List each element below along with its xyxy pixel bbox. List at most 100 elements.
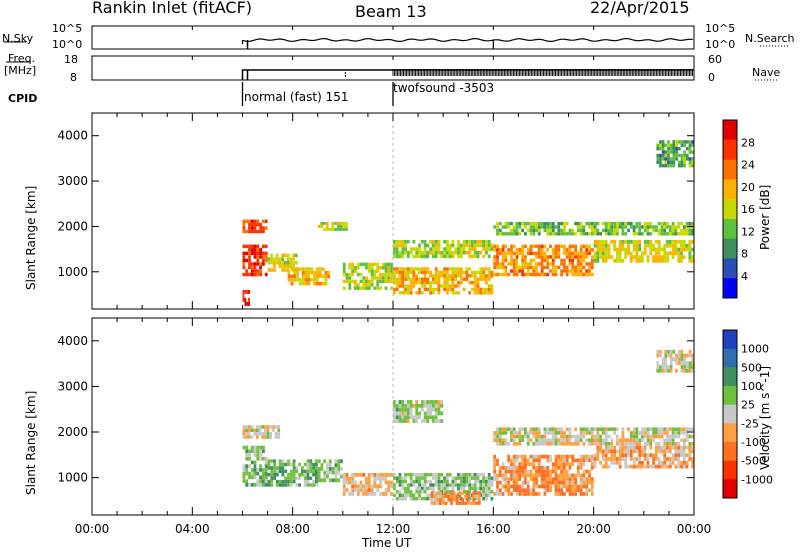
data-cell	[409, 403, 413, 408]
data-cell	[462, 243, 466, 248]
data-cell	[253, 468, 257, 472]
data-cell	[498, 232, 502, 236]
data-cell	[387, 488, 391, 492]
data-cell	[248, 289, 250, 294]
data-cell	[273, 257, 276, 261]
data-cell	[557, 454, 561, 459]
data-cell	[510, 473, 513, 478]
data-cell	[557, 477, 561, 481]
data-cell	[616, 449, 619, 454]
data-cell	[565, 442, 569, 446]
data-cell	[259, 223, 262, 227]
data-cell	[482, 274, 485, 278]
data-cell	[537, 248, 541, 252]
data-cell	[604, 464, 608, 469]
data-cell	[395, 415, 399, 420]
data-cell	[560, 473, 563, 478]
data-cell	[565, 477, 569, 481]
data-cell	[309, 462, 313, 467]
data-cell	[588, 473, 591, 478]
data-cell	[602, 221, 605, 226]
data-cell	[501, 232, 505, 236]
data-cell	[521, 462, 524, 466]
data-cell	[292, 253, 295, 258]
data-cell	[270, 253, 273, 258]
data-cell	[638, 243, 642, 248]
data-cell	[526, 265, 530, 270]
data-cell	[487, 243, 491, 248]
data-cell	[621, 243, 625, 248]
data-cell	[638, 460, 642, 465]
data-cell	[568, 466, 572, 470]
data-cell	[454, 247, 458, 251]
data-cell	[328, 227, 332, 231]
data-cell	[462, 486, 466, 491]
data-cell	[339, 221, 343, 225]
data-cell	[524, 431, 527, 435]
data-cell	[476, 277, 480, 281]
data-cell	[248, 219, 251, 223]
data-cell	[304, 281, 308, 286]
data-cell	[409, 483, 413, 487]
data-cell	[321, 274, 325, 279]
data-cell	[512, 484, 516, 489]
data-cell	[423, 415, 427, 420]
data-cell	[535, 431, 538, 435]
data-cell	[512, 473, 516, 478]
data-cell	[259, 229, 262, 234]
data-cell	[420, 407, 424, 412]
data-cell	[418, 270, 421, 275]
data-cell	[395, 280, 399, 285]
data-cell	[604, 445, 608, 450]
data-cell	[459, 473, 463, 477]
colorbar-tick-label: 24	[741, 159, 755, 172]
data-cell	[682, 445, 686, 450]
data-cell	[549, 431, 552, 435]
data-cell	[469, 501, 473, 505]
data-cell	[632, 228, 636, 233]
data-cell	[437, 473, 441, 477]
data-cell	[293, 274, 297, 279]
data-cell	[565, 272, 569, 277]
data-cell	[443, 280, 446, 285]
data-cell	[348, 286, 352, 290]
data-cell	[551, 438, 555, 442]
data-cell	[459, 267, 463, 271]
colorbar-tick-label: 12	[741, 225, 755, 238]
data-cell	[278, 483, 282, 487]
data-cell	[482, 240, 485, 244]
data-cell	[613, 240, 616, 244]
data-cell	[274, 432, 278, 436]
data-cell	[393, 493, 396, 497]
data-cell	[565, 480, 569, 485]
data-cell	[261, 432, 264, 436]
data-cell	[387, 266, 391, 270]
data-cell	[532, 477, 536, 481]
data-cell	[596, 457, 600, 461]
data-cell	[457, 250, 460, 255]
data-cell	[632, 442, 636, 446]
data-cell	[688, 368, 692, 373]
data-cell	[512, 427, 516, 431]
data-cell	[498, 492, 502, 496]
data-cell	[546, 248, 550, 252]
data-cell	[638, 240, 642, 244]
data-cell	[557, 248, 561, 252]
data-cell	[393, 473, 396, 477]
data-cell	[621, 228, 625, 233]
data-cell	[253, 255, 257, 259]
data-cell	[404, 473, 407, 477]
data-cell	[535, 272, 538, 277]
data-cell	[443, 483, 446, 487]
data-cell	[458, 494, 462, 499]
data-cell	[515, 442, 519, 446]
colorbar-tick-label: 28	[741, 136, 755, 149]
data-cell	[274, 435, 278, 439]
data-cell	[602, 449, 605, 454]
data-cell	[613, 427, 616, 431]
data-cell	[526, 480, 530, 485]
data-cell	[546, 454, 550, 459]
data-cell	[306, 466, 310, 470]
data-cell	[638, 449, 642, 454]
data-cell	[441, 498, 445, 502]
